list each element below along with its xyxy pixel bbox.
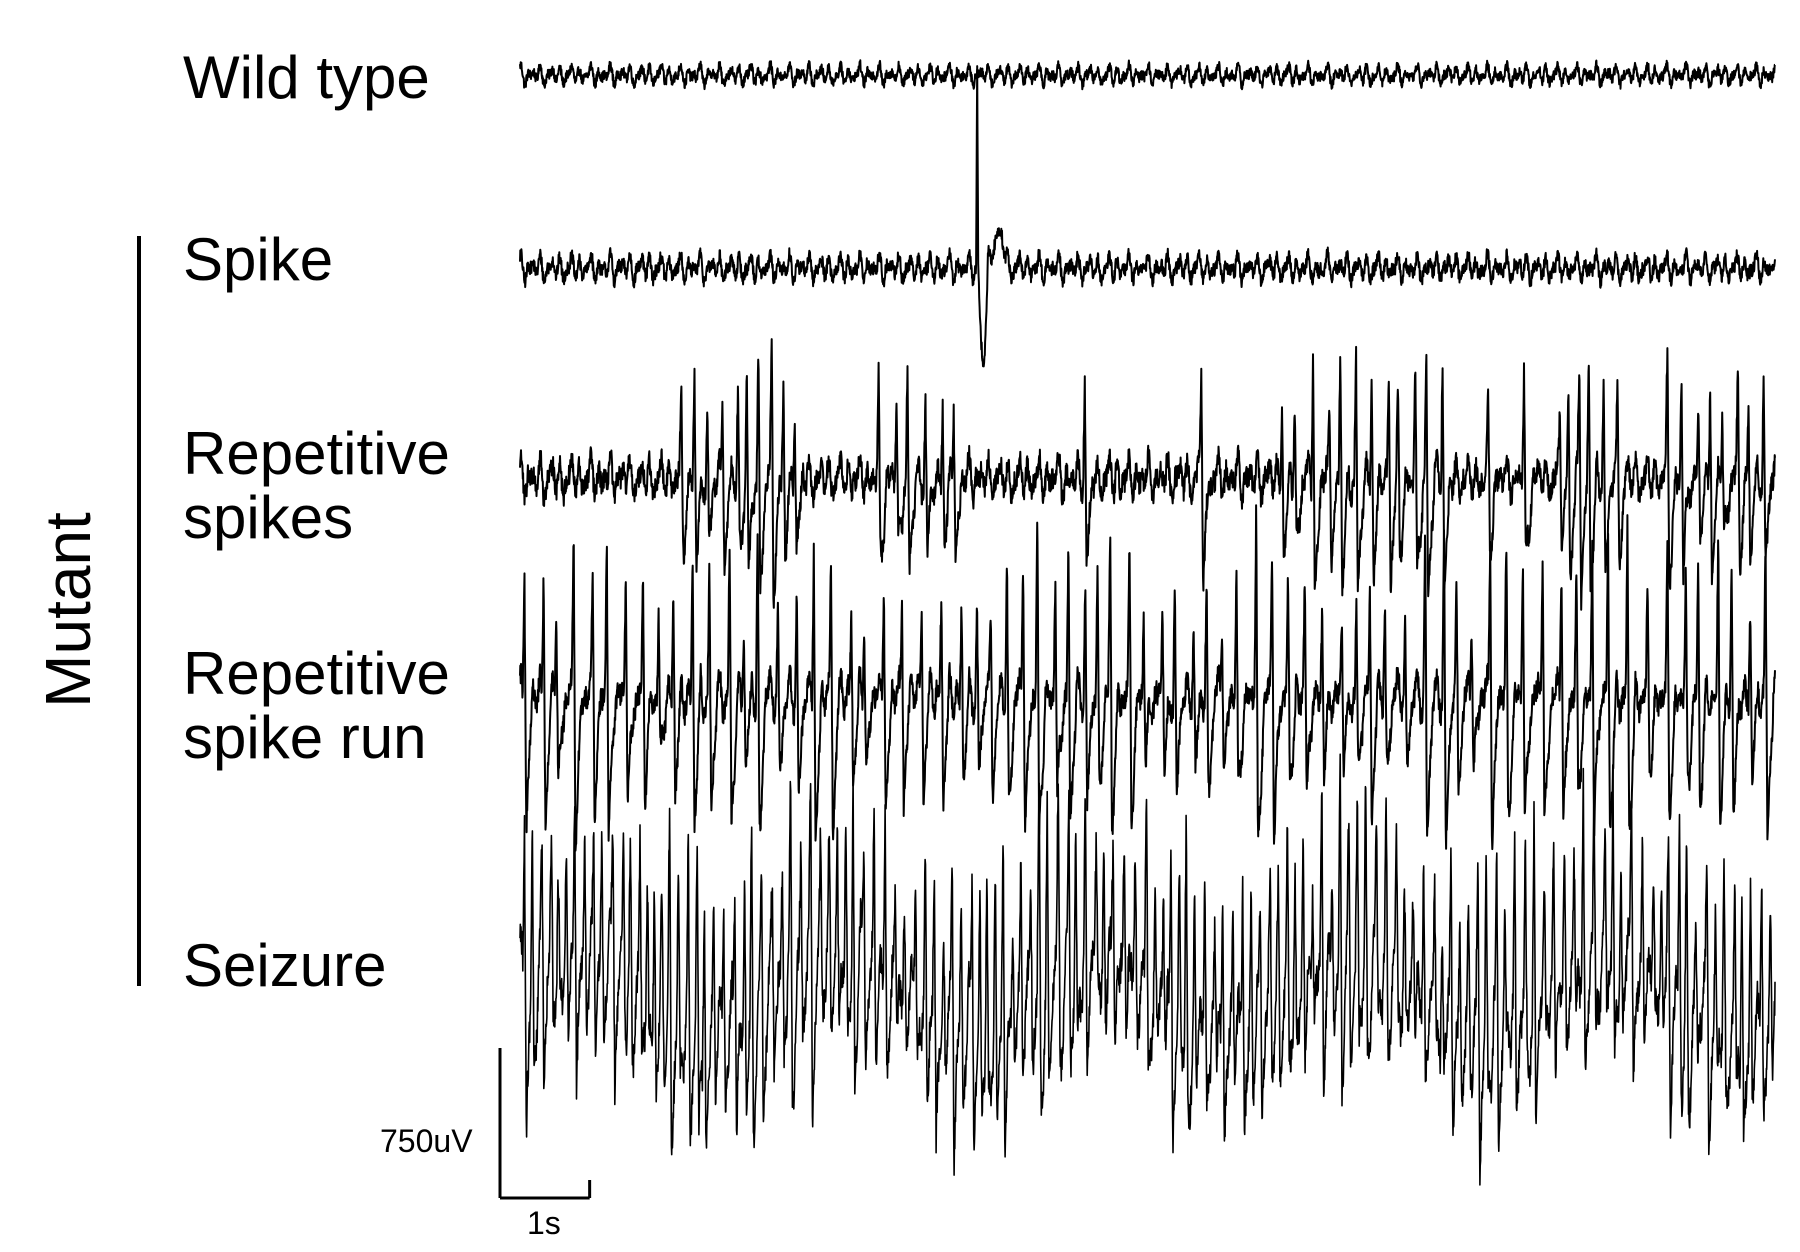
trace-seizure: [519, 753, 1776, 1186]
series-label-line: Seizure: [183, 932, 387, 999]
eeg-traces: [519, 59, 1776, 1186]
series-label-repetitive-spike-run: Repetitive spike run: [183, 642, 450, 770]
series-label-line: spike run: [183, 704, 427, 771]
series-label-spike: Spike: [183, 228, 333, 292]
series-label-line: Repetitive: [183, 420, 450, 487]
trace-spike: [519, 65, 1776, 368]
series-label-line: Repetitive: [183, 640, 450, 707]
trace-repetitive-spike-run: [519, 504, 1776, 852]
series-label-line: spikes: [183, 484, 354, 551]
scale-bar: [498, 1048, 592, 1200]
series-label-line: Wild type: [183, 44, 430, 111]
trace-wild-type: [519, 59, 1776, 91]
scale-bar-time-label: 1s: [527, 1205, 561, 1241]
group-bracket: [137, 236, 141, 986]
trace-repetitive-spikes: [519, 338, 1776, 611]
series-label-wild-type: Wild type: [183, 46, 430, 110]
group-label-mutant: Mutant: [32, 512, 104, 708]
series-label-repetitive-spikes: Repetitive spikes: [183, 422, 450, 550]
scale-bar-voltage-label: 750uV: [380, 1123, 473, 1159]
series-label-line: Spike: [183, 226, 334, 293]
series-label-seizure: Seizure: [183, 934, 386, 998]
